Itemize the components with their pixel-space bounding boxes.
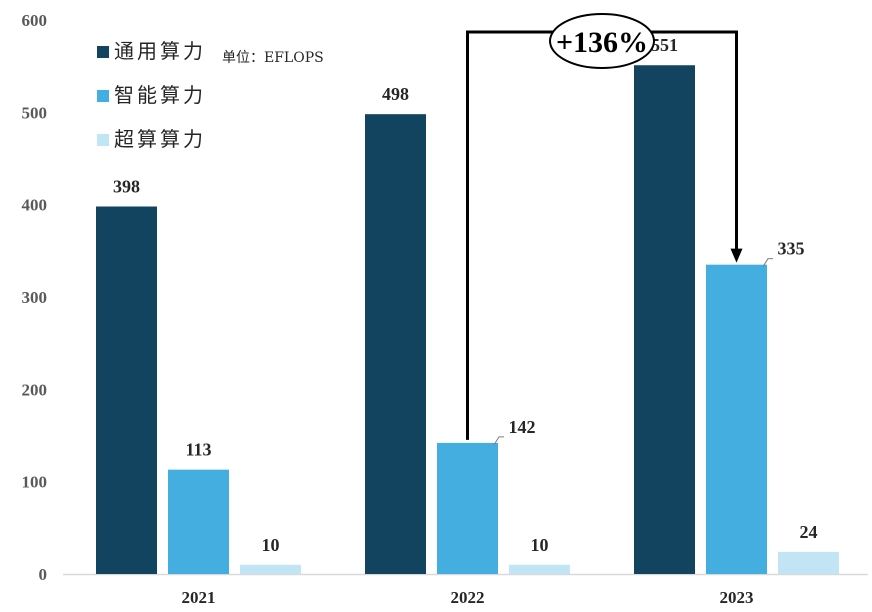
bar-2023-2 xyxy=(706,264,767,574)
data-label: 398 xyxy=(113,177,140,197)
x-tick-label: 2023 xyxy=(720,588,754,607)
data-label: 142 xyxy=(509,417,536,437)
legend-swatch xyxy=(97,46,109,58)
x-axis-ticks: 2021 2022 2023 xyxy=(182,588,754,607)
bar-2023-3 xyxy=(778,551,839,574)
legend-label: 超算算力 xyxy=(114,127,206,151)
bar-2022-3 xyxy=(509,564,570,574)
y-tick-label: 500 xyxy=(22,103,48,122)
bar-2022-2 xyxy=(437,442,498,574)
data-label-leader xyxy=(762,258,773,267)
legend-label: 智能算力 xyxy=(114,83,206,107)
bar-2022-1 xyxy=(365,114,426,575)
legend-label: 通用算力 xyxy=(114,39,206,63)
y-tick-label: 100 xyxy=(22,473,48,492)
x-tick-label: 2022 xyxy=(451,588,485,607)
unit-note: 单位：EFLOPS xyxy=(222,50,324,66)
bar-2021-3 xyxy=(240,564,301,574)
y-axis-ticks: 0 100 200 300 400 500 600 xyxy=(22,11,48,584)
data-label: 551 xyxy=(651,35,678,55)
growth-annotation: +136% xyxy=(466,13,743,440)
bars: 398 113 10 498 142 10 551 335 24 xyxy=(96,35,839,575)
y-tick-label: 400 xyxy=(22,196,48,215)
x-tick-label: 2021 xyxy=(182,588,216,607)
data-label-leader xyxy=(493,436,504,446)
y-tick-label: 0 xyxy=(39,565,48,584)
data-label: 335 xyxy=(778,239,805,259)
growth-ellipse xyxy=(549,13,655,69)
data-label: 498 xyxy=(382,84,409,104)
legend-swatch xyxy=(97,134,109,146)
growth-bracket-line xyxy=(466,30,738,440)
legend-swatch xyxy=(97,90,109,102)
bar-2023-1 xyxy=(634,65,695,574)
y-tick-label: 600 xyxy=(22,11,48,30)
growth-arrow-head xyxy=(730,248,743,263)
bar-2021-1 xyxy=(96,206,157,574)
data-label: 113 xyxy=(185,440,211,460)
y-tick-label: 200 xyxy=(22,380,48,399)
bar-2021-2 xyxy=(168,469,229,574)
growth-label: +136% xyxy=(556,26,648,59)
data-label: 10 xyxy=(531,535,549,555)
y-tick-label: 300 xyxy=(22,288,48,307)
data-label: 10 xyxy=(262,535,280,555)
data-label: 24 xyxy=(800,522,818,542)
